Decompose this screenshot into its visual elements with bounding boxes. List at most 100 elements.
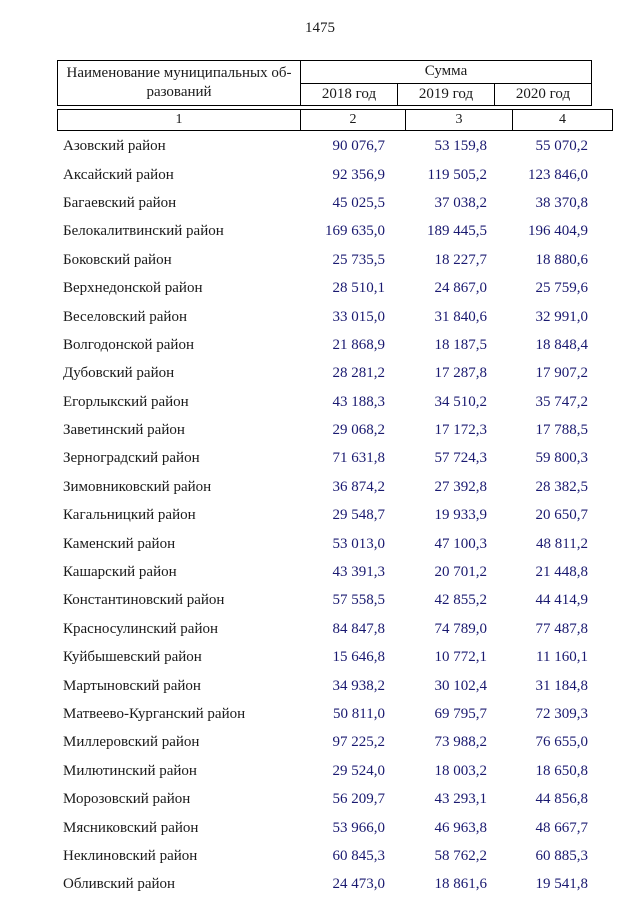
value-2020: 17 788,5 xyxy=(535,422,589,439)
table-body: Азовский район 90 076,7 53 159,8 55 070,2 Ак… xyxy=(57,133,592,900)
value-2019: 53 159,8 xyxy=(434,138,488,155)
value-2020: 28 382,5 xyxy=(535,478,589,495)
header-name-line2: разований xyxy=(146,84,212,100)
value-2019: 27 392,8 xyxy=(434,478,488,495)
district-name: Багаевский район xyxy=(63,194,177,211)
district-name: Красносулинский район xyxy=(63,620,219,637)
value-2018: 43 391,3 xyxy=(332,564,386,581)
table-row: Кашарский район 43 391,3 20 701,2 21 448,8 xyxy=(57,558,592,586)
value-2018: 28 510,1 xyxy=(332,280,386,297)
district-name: Веселовский район xyxy=(63,308,187,325)
district-name: Заветинский район xyxy=(63,422,185,439)
value-2020: 17 907,2 xyxy=(535,365,589,382)
district-name: Кашарский район xyxy=(63,564,177,581)
value-2018: 97 225,2 xyxy=(332,734,386,751)
value-2018: 84 847,8 xyxy=(332,620,386,637)
value-2019: 119 505,2 xyxy=(427,166,487,183)
header-name-line1: Наименование муниципальных об- xyxy=(66,64,292,81)
page-number: 1475 xyxy=(305,20,335,36)
value-2019: 18 187,5 xyxy=(434,336,488,353)
value-2019: 58 762,2 xyxy=(434,847,488,864)
value-2020: 18 880,6 xyxy=(535,251,589,268)
table-row: Егорлыкский район 43 188,3 34 510,2 35 747,… xyxy=(57,388,592,416)
table-row: Константиновский район 57 558,5 42 855,2 44… xyxy=(57,587,592,615)
value-2018: 92 356,9 xyxy=(332,166,386,183)
value-2020: 123 846,0 xyxy=(528,166,588,183)
budget-table: Наименование муниципальных об- разований… xyxy=(57,60,613,900)
value-2019: 17 287,8 xyxy=(434,365,488,382)
value-2020: 196 404,9 xyxy=(528,223,588,240)
value-2018: 53 966,0 xyxy=(332,819,386,836)
header-year-2020: 2020 год xyxy=(494,82,592,106)
header-year-2018: 2018 год xyxy=(300,82,398,106)
value-2019: 46 963,8 xyxy=(434,819,488,836)
value-2018: 24 473,0 xyxy=(332,876,386,893)
value-2019: 17 172,3 xyxy=(434,422,488,439)
column-number-3: 3 xyxy=(405,109,513,131)
value-2019: 34 510,2 xyxy=(434,393,488,410)
district-name: Куйбышевский район xyxy=(63,649,202,666)
value-2019: 18 227,7 xyxy=(434,251,488,268)
value-2019: 57 724,3 xyxy=(434,450,488,467)
table-row: Заветинский район 29 068,2 17 172,3 17 788,… xyxy=(57,416,592,444)
column-number-4: 4 xyxy=(512,109,613,131)
value-2018: 25 735,5 xyxy=(332,251,386,268)
value-2018: 60 845,3 xyxy=(332,847,386,864)
district-name: Обливский район xyxy=(63,876,176,893)
column-number-1: 1 xyxy=(57,109,301,131)
value-2018: 43 188,3 xyxy=(332,393,386,410)
value-2020: 76 655,0 xyxy=(535,734,589,751)
district-name: Верхнедонской район xyxy=(63,280,203,297)
value-2019: 189 445,5 xyxy=(427,223,487,240)
table-row: Каменский район 53 013,0 47 100,3 48 811,2 xyxy=(57,530,592,558)
table-row: Боковский район 25 735,5 18 227,7 18 880,6 xyxy=(57,246,592,274)
district-name: Дубовский район xyxy=(63,365,175,382)
value-2019: 42 855,2 xyxy=(434,592,488,609)
table-row: Волгодонской район 21 868,9 18 187,5 18 848… xyxy=(57,331,592,359)
value-2019: 37 038,2 xyxy=(434,194,488,211)
value-2020: 25 759,6 xyxy=(535,280,589,297)
value-2019: 47 100,3 xyxy=(434,535,488,552)
value-2018: 90 076,7 xyxy=(332,138,386,155)
value-2018: 36 874,2 xyxy=(332,478,386,495)
table-row: Мартыновский район 34 938,2 30 102,4 31 184… xyxy=(57,672,592,700)
table-row: Морозовский район 56 209,7 43 293,1 44 856,… xyxy=(57,785,592,813)
value-2020: 11 160,1 xyxy=(536,649,588,666)
district-name: Егорлыкский район xyxy=(63,393,189,410)
value-2018: 56 209,7 xyxy=(332,791,386,808)
value-2019: 43 293,1 xyxy=(434,791,488,808)
value-2020: 59 800,3 xyxy=(535,450,589,467)
district-name: Белокалитвинский район xyxy=(63,223,224,240)
table-row: Мясниковский район 53 966,0 46 963,8 48 667… xyxy=(57,814,592,842)
district-name: Зимовниковский район xyxy=(63,478,212,495)
value-2019: 24 867,0 xyxy=(434,280,488,297)
table-row: Веселовский район 33 015,0 31 840,6 32 991,… xyxy=(57,303,592,331)
value-2020: 20 650,7 xyxy=(535,507,589,524)
value-2018: 29 068,2 xyxy=(332,422,386,439)
value-2020: 18 848,4 xyxy=(535,336,589,353)
district-name: Милютинский район xyxy=(63,762,197,779)
value-2018: 21 868,9 xyxy=(332,336,386,353)
value-2018: 45 025,5 xyxy=(332,194,386,211)
value-2020: 44 414,9 xyxy=(535,592,589,609)
value-2019: 10 772,1 xyxy=(434,649,488,666)
value-2019: 20 701,2 xyxy=(434,564,488,581)
value-2018: 29 524,0 xyxy=(332,762,386,779)
table-row: Матвеево-Курганский район 50 811,0 69 795,… xyxy=(57,700,592,728)
table-row: Аксайский район 92 356,9 119 505,2 123 846,… xyxy=(57,161,592,189)
value-2019: 19 933,9 xyxy=(434,507,488,524)
value-2019: 69 795,7 xyxy=(434,706,488,722)
table-row: Зерноградский район 71 631,8 57 724,3 59 80… xyxy=(57,445,592,473)
table-row: Куйбышевский район 15 646,8 10 772,1 11 160… xyxy=(57,644,592,672)
table-row: Миллеровский район 97 225,2 73 988,2 76 655… xyxy=(57,729,592,757)
district-name: Морозовский район xyxy=(63,791,191,808)
value-2020: 32 991,0 xyxy=(535,308,589,325)
value-2018: 57 558,5 xyxy=(332,592,386,609)
district-name: Миллеровский район xyxy=(63,734,200,751)
value-2018: 15 646,8 xyxy=(332,649,386,666)
value-2019: 18 003,2 xyxy=(434,762,488,779)
value-2020: 48 667,7 xyxy=(535,819,589,836)
district-name: Каменский район xyxy=(63,535,176,552)
column-number-2: 2 xyxy=(300,109,406,131)
district-name: Азовский район xyxy=(63,138,166,155)
